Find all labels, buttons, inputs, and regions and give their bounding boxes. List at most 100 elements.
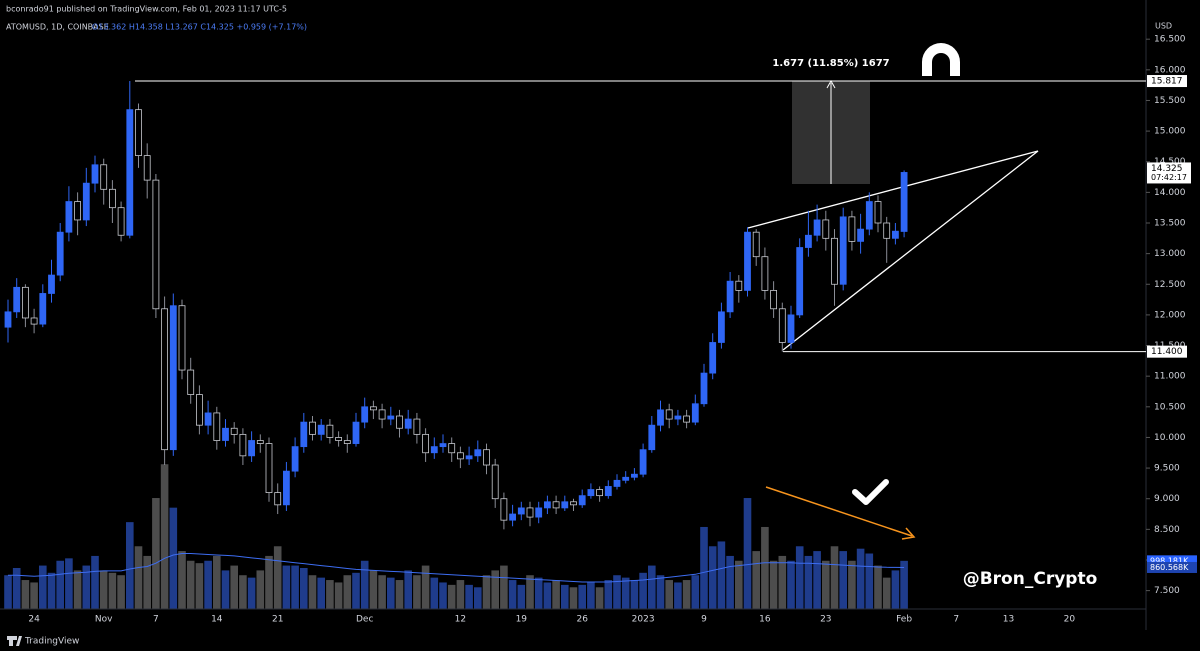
candle-body <box>674 415 682 420</box>
candle-body <box>422 433 430 454</box>
candles <box>4 81 908 530</box>
candle-body <box>143 155 151 181</box>
candle-body <box>109 188 116 209</box>
candle-body <box>778 308 786 343</box>
volume-bar <box>65 558 73 609</box>
candle-body <box>326 424 334 438</box>
last-price-label: 14.325 <box>1151 164 1183 174</box>
x-tick-label: 20 <box>1064 615 1076 625</box>
candle-body <box>526 507 534 518</box>
volume-bar <box>674 582 682 609</box>
volume-trend-arrow <box>765 486 913 537</box>
candle-body <box>265 443 273 493</box>
volume-bar <box>691 575 700 609</box>
volume-bar <box>587 582 595 609</box>
candle-body <box>21 286 29 319</box>
candle-body <box>213 412 221 441</box>
volume-bar <box>891 570 900 609</box>
brand-name: TradingView <box>24 637 79 647</box>
volume-bar <box>517 584 526 609</box>
x-tick-label: 9 <box>701 615 707 625</box>
volume-bar <box>143 555 151 609</box>
y-tick-label: 8.500 <box>1154 525 1180 535</box>
candle-body <box>535 507 543 518</box>
volume-bar <box>500 565 508 609</box>
arrowhead <box>901 527 916 540</box>
candle-body <box>39 293 47 325</box>
volume-bar <box>413 575 421 609</box>
volume-bar <box>360 560 369 609</box>
candle-body <box>900 172 908 232</box>
candle-body <box>726 280 734 313</box>
candle-body <box>439 443 447 448</box>
volume-bar <box>630 580 639 609</box>
candle-body <box>509 513 517 521</box>
candle-body <box>831 237 838 285</box>
volume-bar <box>804 555 813 609</box>
candle-body <box>465 455 473 460</box>
y-tick-label: 12.000 <box>1154 310 1186 320</box>
volume-bar <box>334 582 343 609</box>
candle-body <box>839 216 847 285</box>
volume-bar <box>648 565 656 609</box>
volume-bar <box>865 553 874 609</box>
candle-body <box>195 394 203 426</box>
candle-body <box>865 201 873 230</box>
candle-body <box>282 470 290 506</box>
volume-layer <box>4 464 908 609</box>
x-tick-label: Dec <box>356 615 373 625</box>
volume-bar <box>769 560 778 609</box>
volume-bar <box>160 464 169 609</box>
candle-body <box>152 179 160 310</box>
candle-body <box>4 311 12 328</box>
volume-bar <box>169 507 178 609</box>
candle-body <box>361 406 369 423</box>
volume-bar <box>743 498 752 609</box>
volume-bar <box>665 580 673 609</box>
x-tick-label: Feb <box>896 615 912 625</box>
level-badge <box>1147 345 1187 358</box>
candle-body <box>517 507 525 515</box>
level-label: 15.817 <box>1151 77 1183 87</box>
volume-bar <box>882 577 891 609</box>
volume-bar <box>561 584 569 609</box>
volume-bar <box>91 555 99 609</box>
candle-body <box>430 446 438 454</box>
volume-bar <box>300 567 308 609</box>
candle-body <box>335 437 343 441</box>
candle-body <box>187 369 195 395</box>
y-tick-label: 14.000 <box>1154 188 1186 198</box>
candle-body <box>561 501 569 509</box>
candle-body <box>500 498 508 521</box>
candle-body <box>413 418 421 435</box>
y-tick-label: 12.500 <box>1154 280 1186 290</box>
candle-body <box>639 449 647 475</box>
magnet-tip <box>950 70 960 76</box>
volume-bar <box>352 572 360 609</box>
candle-body <box>552 501 560 509</box>
candle-body <box>813 219 821 236</box>
volume-bar <box>900 560 908 609</box>
volume-bar <box>343 575 352 609</box>
volume-bar <box>761 526 769 609</box>
volume-bar <box>186 560 195 609</box>
candle-body <box>883 222 891 239</box>
volume-bar <box>491 570 499 609</box>
volume-bar <box>317 577 325 609</box>
candle-body <box>857 228 864 242</box>
candle-body <box>291 446 299 472</box>
candle-body <box>317 424 325 435</box>
x-tick-label: 23 <box>820 615 831 625</box>
candle-body <box>274 492 282 506</box>
x-tick-label: 24 <box>28 615 40 625</box>
volume-bar <box>47 572 56 609</box>
y-tick-label: 9.000 <box>1154 494 1180 504</box>
volume-bar <box>369 570 378 609</box>
candle-body <box>622 476 630 481</box>
magnet-tip <box>922 70 932 76</box>
volume-bar <box>656 575 665 609</box>
brand-logo <box>7 636 22 646</box>
candle-body <box>796 247 804 316</box>
volume-bar <box>726 555 734 609</box>
candle-body <box>396 415 403 429</box>
